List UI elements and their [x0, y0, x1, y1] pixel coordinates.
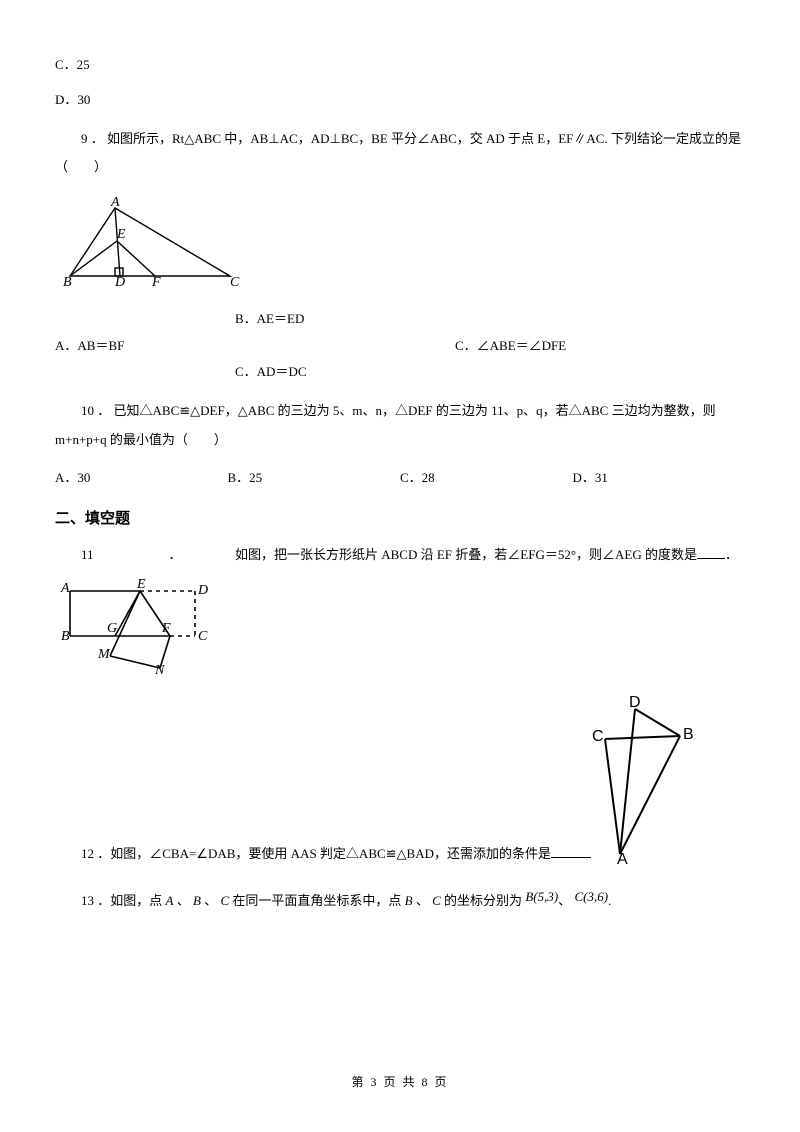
q13-coord-c: C(3,6): [574, 889, 608, 904]
q12-block: A B C D 12 ．如图，∠CBA=∠DAB，要使用 AAS 判定△ABC≌…: [55, 694, 745, 869]
q11-num: 11: [55, 545, 115, 566]
q12-label-c: C: [592, 728, 604, 745]
q13-sep3: 、: [416, 893, 429, 908]
q11-label-g: G: [107, 621, 117, 636]
q13-c: 的坐标分别为: [444, 893, 522, 908]
q12-text: 12 ．如图，∠CBA=∠DAB，要使用 AAS 判定△ABC≌△BAD，还需添…: [55, 844, 591, 865]
q9-option-b: B．AE＝ED: [235, 309, 455, 330]
q11-label-c: C: [198, 629, 208, 644]
q9-label-c: C: [230, 275, 240, 290]
q11-label-f: F: [161, 621, 171, 636]
q13-sym-a: A: [166, 893, 174, 908]
q9-body: 如图所示，Rt△ABC 中，AB⊥AC，AD⊥BC，BE 平分∠ABC，交 AD…: [55, 131, 741, 175]
q11-label-m: M: [97, 647, 111, 662]
q13-sym-c2: C: [432, 893, 441, 908]
q8-option-d: D．30: [55, 90, 745, 111]
q13-text: 13 ．如图，点 A 、 B 、 C 在同一平面直角坐标系中，点 B 、 C 的…: [55, 891, 745, 912]
q11-blank: [697, 545, 725, 559]
q9-label-b: B: [63, 275, 72, 290]
q12-label-a: A: [617, 851, 628, 864]
page-footer: 第 3 页 共 8 页: [0, 1073, 800, 1092]
section-2-title: 二、填空题: [55, 507, 745, 531]
q9-option-a: A．AB＝BF: [55, 336, 235, 357]
q11-tail: ．: [725, 547, 738, 562]
q11-label-n: N: [154, 663, 165, 676]
q12-label-d: D: [629, 694, 641, 711]
q10-option-a: A．30: [55, 468, 228, 489]
q11-dot: ．: [115, 545, 235, 566]
q9-label-d: D: [114, 275, 125, 290]
q9-text: 9 ． 如图所示，Rt△ABC 中，AB⊥AC，AD⊥BC，BE 平分∠ABC，…: [55, 125, 745, 182]
q10-num: 10 ．: [81, 403, 110, 418]
q11-label-b: B: [61, 629, 70, 644]
q13-a: 如图，点: [110, 893, 162, 908]
q13-b: 在同一平面直角坐标系中，点: [232, 893, 401, 908]
q11-label-d: D: [197, 583, 208, 598]
q12-body: 如图，∠CBA=∠DAB，要使用 AAS 判定△ABC≌△BAD，还需添加的条件…: [110, 846, 551, 861]
q8-option-c: C．25: [55, 55, 745, 76]
q9-num: 9 ．: [81, 131, 104, 146]
q12-blank: [551, 844, 591, 858]
q9-label-a: A: [110, 196, 120, 210]
q13-num: 13 ．: [81, 893, 110, 908]
q12-num: 12 ．: [81, 846, 110, 861]
q13-sym-b: B: [193, 893, 201, 908]
q10-option-d: D．31: [573, 468, 746, 489]
q11-figure: A E D B G F C M N: [55, 576, 745, 676]
q13-sep2: 、: [204, 893, 217, 908]
q9-option-c: C．∠ABE＝∠DFE: [455, 336, 566, 357]
q9-label-f: F: [151, 275, 161, 290]
q10-option-c: C．28: [400, 468, 573, 489]
q9-figure: A B C D E F: [55, 196, 745, 291]
q11-label-e: E: [136, 577, 146, 592]
q11-text: 如图，把一张长方形纸片 ABCD 沿 EF 折叠，若∠EFG＝52°，则∠AEG…: [235, 545, 745, 566]
q9-option-c2: C．AD＝DC: [235, 362, 307, 383]
q9-options-3: C．AD＝DC: [55, 362, 745, 383]
q13-sym-b2: B: [405, 893, 413, 908]
q9-options: B．AE＝ED: [55, 309, 745, 330]
q13-tail: .: [608, 893, 611, 908]
q10-options: A．30 B．25 C．28 D．31: [55, 468, 745, 489]
q13-coord-b: B(5,3): [525, 889, 558, 904]
q12-figure: A B C D: [545, 694, 695, 864]
q13-sep4: 、: [558, 893, 571, 908]
q13-sym-c: C: [220, 893, 229, 908]
q13-sep1: 、: [177, 893, 190, 908]
q11-label-a: A: [60, 581, 70, 596]
q12-label-b: B: [683, 726, 694, 743]
q9-options-2: A．AB＝BF C．∠ABE＝∠DFE: [55, 336, 745, 357]
q10-text: 10 ． 已知△ABC≌△DEF，△ABC 的三边为 5、m、n，△DEF 的三…: [55, 397, 745, 454]
q10-option-b: B．25: [228, 468, 401, 489]
q11-body: 如图，把一张长方形纸片 ABCD 沿 EF 折叠，若∠EFG＝52°，则∠AEG…: [235, 547, 697, 562]
q9-label-e: E: [116, 227, 126, 242]
q10-body: 已知△ABC≌△DEF，△ABC 的三边为 5、m、n，△DEF 的三边为 11…: [55, 403, 716, 447]
q11-row: 11 ． 如图，把一张长方形纸片 ABCD 沿 EF 折叠，若∠EFG＝52°，…: [55, 545, 745, 566]
